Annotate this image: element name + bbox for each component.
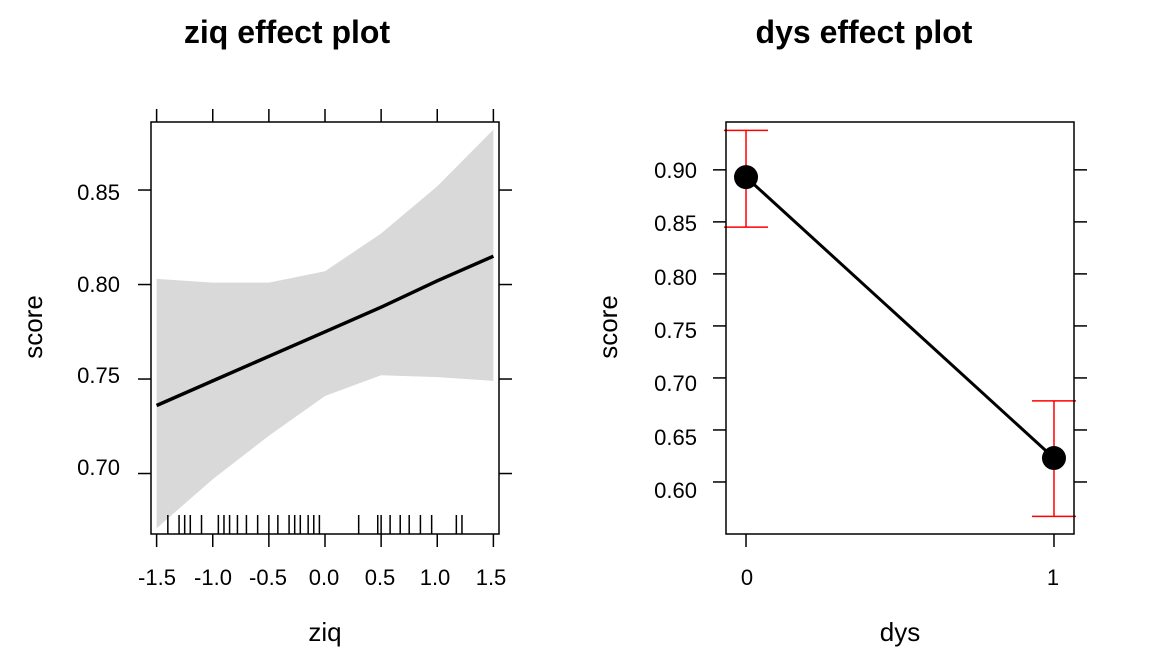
ziq-x-tick-label: 0.5: [365, 565, 396, 590]
dys-effect-line: [744, 175, 1056, 460]
ziq-x-tick-label: -1.0: [194, 565, 232, 590]
ziq-y-tick-label: 0.70: [77, 455, 120, 480]
ziq-plot-title: ziq effect plot: [184, 14, 391, 50]
dys-x-tick-label: 1: [1047, 565, 1059, 590]
dys-x-axis-label: dys: [880, 617, 920, 647]
ziq-y-tick-labels: 0.70 0.75 0.80 0.85: [77, 180, 120, 480]
dys-effect-panel: dys effect plot dys score 0 1 0.60 0.65 …: [593, 14, 1087, 647]
ziq-y-tick-label: 0.85: [77, 180, 120, 205]
dys-y-tick-label: 0.85: [654, 211, 697, 236]
ziq-x-tick-label: 1.0: [420, 565, 451, 590]
ziq-plot-area: [150, 121, 500, 535]
dys-points: [734, 165, 1066, 471]
dys-x-ticks: [745, 534, 1055, 547]
dys-plot-title: dys effect plot: [756, 14, 973, 50]
ziq-y-tick-label: 0.80: [77, 272, 120, 297]
dys-error-bars: [724, 129, 1076, 518]
ziq-x-tick-label: -1.5: [138, 565, 176, 590]
ziq-x-tick-label: 1.5: [476, 565, 507, 590]
dys-plot-area: [724, 121, 1076, 535]
ziq-x-axis-label: ziq: [308, 617, 341, 647]
ziq-y-ticks: [138, 189, 512, 475]
ziq-effect-panel: ziq effect plot ziq score -1.5 -1.0 -0.5…: [18, 14, 512, 647]
dys-y-ticks: [713, 169, 1087, 483]
dys-y-tick-label: 0.70: [654, 371, 697, 396]
dys-plot-frame: [725, 121, 1075, 535]
dys-point: [734, 165, 759, 190]
ziq-x-tick-label: -0.5: [249, 565, 287, 590]
ziq-x-tick-label: 0.0: [309, 565, 340, 590]
ziq-y-axis-label: score: [18, 295, 48, 359]
ziq-confidence-band: [156, 129, 494, 529]
dys-y-tick-label: 0.75: [654, 318, 697, 343]
ziq-x-tick-labels: -1.5 -1.0 -0.5 0.0 0.5 1.0 1.5: [138, 565, 506, 590]
dys-y-tick-label: 0.90: [654, 158, 697, 183]
dys-y-axis-label: score: [593, 295, 623, 359]
ziq-y-tick-label: 0.75: [77, 363, 120, 388]
dys-y-tick-label: 0.65: [654, 425, 697, 450]
ziq-x-ticks: [155, 109, 495, 547]
dys-x-tick-labels: 0 1: [741, 565, 1059, 590]
dys-point: [1041, 446, 1066, 471]
dys-y-tick-labels: 0.60 0.65 0.70 0.75 0.80 0.85 0.90: [654, 158, 697, 503]
dys-x-tick-label: 0: [741, 565, 753, 590]
ziq-rug-marks: [167, 515, 463, 534]
ziq-fit-line: [155, 254, 495, 408]
dys-y-tick-label: 0.60: [654, 478, 697, 503]
dys-y-tick-label: 0.80: [654, 265, 697, 290]
